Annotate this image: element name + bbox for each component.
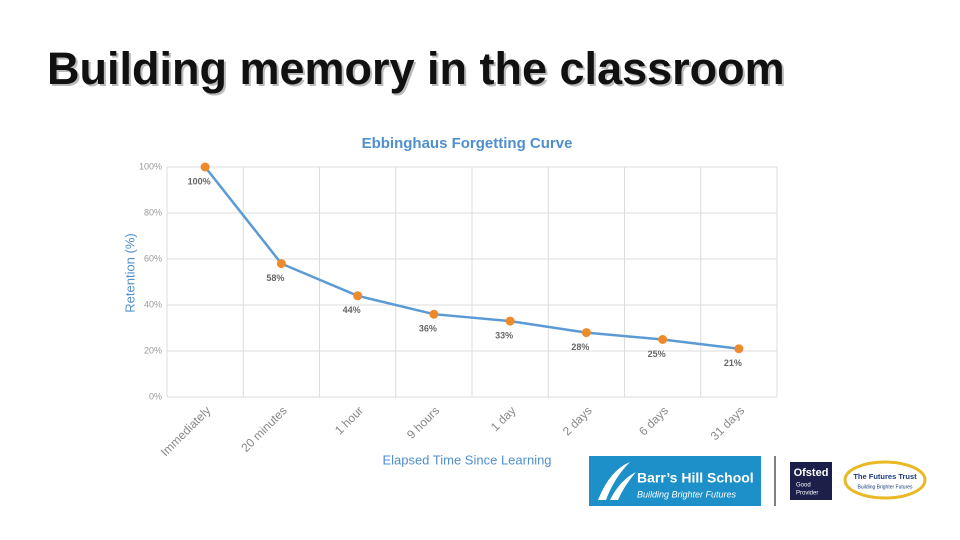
point (200, 162, 210, 172)
y-tick-label: 20% (144, 345, 162, 355)
point (353, 291, 363, 301)
trust-logo: The Futures Trust Building Brighter Futu… (843, 460, 927, 500)
y-tick-label: 100% (139, 161, 162, 171)
ofsted-grade: Good (796, 483, 811, 489)
trust-name: The Futures Trust (853, 472, 917, 481)
x-axis-label: Elapsed Time Since Learning (382, 452, 551, 467)
point (581, 328, 591, 338)
slide-title: Building memory in the classroom (47, 43, 785, 94)
school-name: Barr’s Hill School (637, 470, 754, 486)
plot: 0% 20% 40% 60% 80% 100% Immediately 20 minutes 1… (139, 161, 778, 459)
point (734, 344, 744, 354)
ofsted-box (790, 462, 832, 500)
value-label: 33% (495, 330, 513, 340)
school-logo: Barr’s Hill School Building Brighter Fut… (589, 456, 761, 506)
x-tick-label: 31 days (708, 403, 748, 443)
value-label: 36% (419, 324, 437, 334)
point (658, 335, 668, 344)
ofsted-logo: Ofsted Good Provider (790, 462, 832, 500)
point (429, 309, 439, 319)
y-tick-label: 0% (149, 391, 162, 401)
trust-tagline: Building Brighter Futures (857, 484, 913, 490)
value-label: 100% (188, 176, 211, 186)
value-label: 25% (648, 349, 666, 359)
point (276, 259, 286, 269)
trust-oval (843, 460, 927, 500)
x-tick-label: Immediately (158, 403, 214, 459)
y-tick-label: 40% (144, 299, 162, 309)
y-axis-label: Retention (%) (122, 233, 137, 312)
x-tick-label: 1 day (488, 403, 519, 434)
x-tick-label: 6 days (636, 403, 671, 438)
school-tagline: Building Brighter Futures (637, 489, 737, 499)
value-label: 28% (571, 342, 589, 352)
slide-title-shadow: Building memory in the classroom (49, 45, 787, 96)
value-label: 44% (343, 305, 361, 315)
value-label: 58% (266, 273, 284, 283)
line (204, 166, 740, 350)
x-tick-label: 20 minutes (238, 403, 289, 454)
x-tick-label: 9 hours (404, 403, 442, 441)
school-logo-mark (598, 462, 636, 500)
ofsted-role: Provider (796, 491, 818, 497)
chart-title: Ebbinghaus Forgetting Curve (362, 135, 573, 152)
x-tick-label: 1 hour (332, 403, 366, 437)
point (505, 316, 515, 326)
value-label: 21% (724, 358, 742, 368)
ofsted-name: Ofsted (794, 467, 829, 479)
y-tick-label: 60% (144, 253, 162, 263)
x-tick-label: 2 days (560, 403, 595, 438)
y-tick-label: 80% (144, 207, 162, 217)
